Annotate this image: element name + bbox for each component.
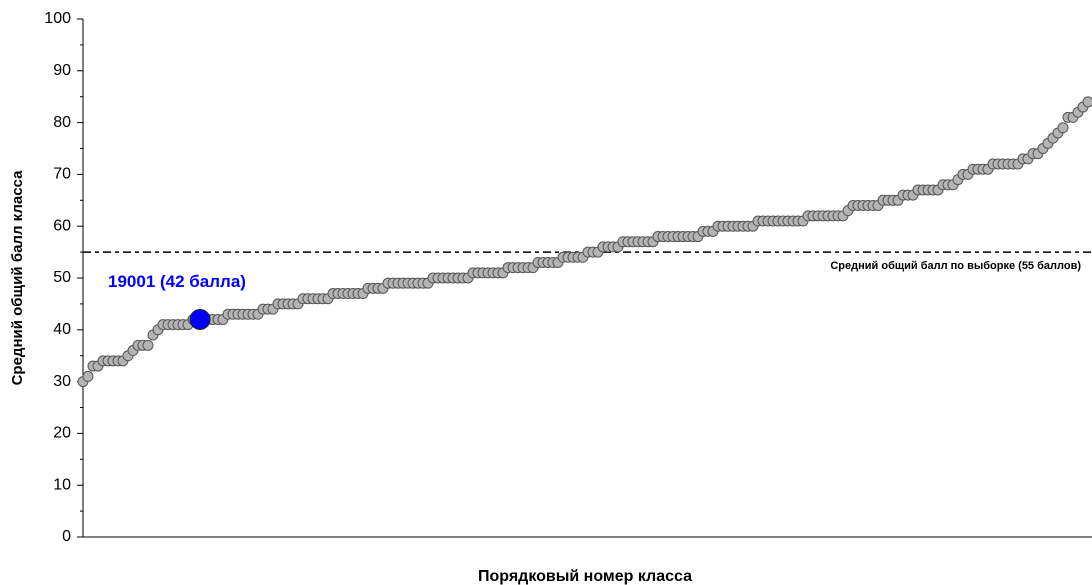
- y-tick-label: 80: [53, 114, 71, 131]
- highlight-point: [189, 308, 211, 330]
- y-tick-label: 20: [53, 425, 71, 442]
- y-tick-label: 70: [53, 166, 71, 183]
- point: [1082, 96, 1092, 108]
- point: [142, 339, 154, 351]
- point: [82, 370, 94, 382]
- reference-label: Средний общий балл по выборке (55 баллов…: [830, 260, 1081, 272]
- highlight-label: 19001 (42 балла): [108, 272, 246, 291]
- y-tick-label: 100: [44, 10, 71, 27]
- y-tick-label: 90: [53, 62, 71, 79]
- y-tick-label: 60: [53, 217, 71, 234]
- y-tick-label: 40: [53, 321, 71, 338]
- y-tick-label: 30: [53, 373, 71, 390]
- y-tick-label: 0: [62, 528, 71, 545]
- y-axis-title: Средний общий балл класса: [9, 170, 26, 385]
- x-axis-title: Порядковый номер класса: [478, 568, 692, 585]
- y-tick-label: 10: [53, 476, 71, 493]
- point: [1057, 122, 1069, 134]
- y-tick-label: 50: [53, 269, 71, 286]
